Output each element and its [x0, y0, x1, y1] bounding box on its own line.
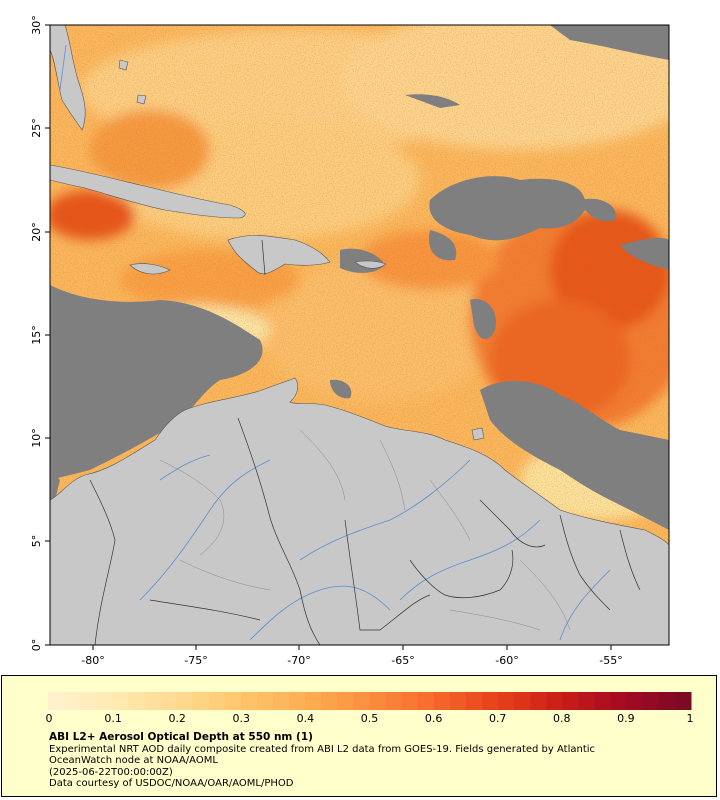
- colorbar-segment: [321, 692, 338, 710]
- colorbar-tick-label: 0.2: [168, 712, 186, 725]
- longitude-tick-label: -60°: [495, 654, 518, 667]
- colorbar-segment: [80, 692, 97, 710]
- colorbar-segment: [128, 692, 145, 710]
- colorbar-segment: [530, 692, 547, 710]
- colorbar-segment: [482, 692, 499, 710]
- colorbar-segment: [160, 692, 178, 710]
- legend-text: ABI L2+ Aerosol Optical Depth at 550 nm …: [49, 731, 709, 790]
- longitude-tick-label: -55°: [599, 654, 622, 667]
- colorbar-segment: [594, 692, 612, 710]
- colorbar-tick-label: 0.4: [296, 712, 315, 725]
- colorbar-segment: [562, 692, 579, 710]
- colorbar-tick-label: 0.8: [553, 712, 571, 725]
- colorbar-segment: [112, 692, 129, 710]
- colorbar-segment: [498, 692, 515, 710]
- colorbar-segment: [514, 692, 531, 710]
- colorbar-tick-label: 0.1: [104, 712, 122, 725]
- latitude-tick-label: 25°: [30, 118, 43, 138]
- latitude-tick-label: 10°: [30, 428, 43, 448]
- colorbar-segment: [96, 692, 113, 710]
- colorbar-segment: [273, 692, 290, 710]
- colorbar-segment: [369, 692, 387, 710]
- colorbar-segment: [208, 692, 226, 710]
- colorbar-segment: [176, 692, 194, 710]
- latitude-tick-label: 20°: [30, 222, 43, 242]
- colorbar-segment: [642, 692, 660, 710]
- colorbar-tick-labels: 0 0.1 0.2 0.3 0.4 0.5 0.6 0.7 0.8 0.9 1: [45, 712, 694, 726]
- colorbar-tick-label: 0: [45, 712, 53, 725]
- colorbar-segment: [337, 692, 354, 710]
- colorbar-segment: [305, 692, 322, 710]
- colorbar-tick-label: 0.7: [488, 712, 507, 725]
- map-plot: [50, 25, 669, 645]
- latitude-tick-label: 0°: [30, 639, 43, 652]
- colorbar-tick-label: 0.3: [232, 712, 251, 725]
- latitude-tick-label: 30°: [30, 15, 43, 35]
- colorbar-segment: [626, 692, 644, 710]
- rivers: [59, 44, 611, 641]
- colorbar-segment: [192, 692, 210, 710]
- colorbar-segment: [289, 692, 306, 710]
- colorbar-segment: [465, 692, 483, 710]
- colorbar-segment: [385, 692, 403, 710]
- colorbar-segment: [48, 692, 65, 710]
- land-masses: [50, 25, 669, 645]
- colorbar-segment: [240, 692, 258, 710]
- legend-credit: Data courtesy of USDOC/NOAA/OAR/AOML/PHO…: [49, 778, 294, 789]
- country-borders: [89, 239, 641, 645]
- map-area: -80° -75° -70° -65° -60° -55° 30° 25° 20° 15° 10°…: [30, 15, 670, 667]
- colorbar-segment: [401, 692, 419, 710]
- legend-title: ABI L2+ Aerosol Optical Depth at 550 nm …: [49, 731, 313, 743]
- longitude-tick-label: -65°: [391, 654, 414, 667]
- colorbar-segment: [224, 692, 242, 710]
- latitude-axis: 30° 25° 20° 15° 10° 5° 0°: [30, 15, 50, 651]
- colorbar-segment: [610, 692, 628, 710]
- colorbar-segment: [578, 692, 596, 710]
- colorbar-tick-label: 0.5: [360, 712, 379, 725]
- legend-date: (2025-06-22T00:00:00Z): [49, 766, 173, 778]
- colorbar-segment: [64, 692, 81, 710]
- colorbar-segment: [417, 692, 435, 710]
- longitude-tick-label: -70°: [287, 654, 310, 667]
- colorbar-segment: [546, 692, 563, 710]
- state-borders: [159, 429, 571, 631]
- latitude-tick-label: 15°: [30, 325, 43, 345]
- legend-description-line-1: Experimental NRT AOD daily composite cre…: [49, 743, 596, 755]
- colorbar-segment: [144, 692, 162, 710]
- colorbar-segment: [353, 692, 370, 710]
- longitude-axis: -80° -75° -70° -65° -60° -55°: [81, 645, 623, 667]
- colorbar-segment: [256, 692, 274, 710]
- colorbar-tick-label: 1: [686, 712, 694, 725]
- legend-description-line-2: OceanWatch node at NOAA/AOML: [49, 755, 218, 766]
- no-data-regions: [50, 25, 669, 530]
- colorbar-segment: [658, 692, 676, 710]
- colorbar-segment: [674, 692, 692, 710]
- colorbar-tick-label: 0.9: [617, 712, 635, 725]
- colorbar: [48, 692, 692, 710]
- legend-panel: 0 0.1 0.2 0.3 0.4 0.5 0.6 0.7 0.8 0.9 1 ABI L2+ Ae…: [1, 675, 717, 797]
- latitude-tick-label: 5°: [30, 535, 43, 548]
- aod-map: -80° -75° -70° -65° -60° -55° 30° 25° 20° 15° 10°…: [30, 15, 670, 667]
- colorbar-tick-label: 0.6: [424, 712, 443, 725]
- longitude-tick-label: -80°: [81, 654, 104, 667]
- longitude-tick-label: -75°: [184, 654, 207, 667]
- colorbar-segment: [449, 692, 467, 710]
- colorbar-segment: [433, 692, 451, 710]
